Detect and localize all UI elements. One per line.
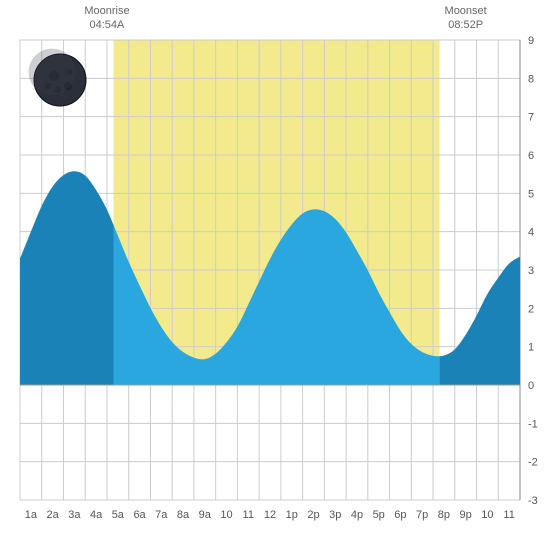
y-tick-label: 4 <box>528 227 534 239</box>
x-tick-label: 6a <box>133 509 146 521</box>
x-tick-label: 12 <box>264 509 276 521</box>
x-tick-label: 9a <box>199 509 212 521</box>
y-tick-label: -3 <box>528 495 538 507</box>
y-tick-label: -2 <box>528 457 538 469</box>
y-tick-label: 2 <box>528 303 534 315</box>
chart-svg: -3-2-101234567891a2a3a4a5a6a7a8a9a101112… <box>0 0 550 550</box>
x-tick-label: 1p <box>286 509 298 521</box>
y-tick-label: 0 <box>528 380 534 392</box>
tide-chart: Moonrise 04:54A Moonset 08:52P -3-2-1012… <box>0 0 550 550</box>
x-tick-label: 8p <box>438 509 450 521</box>
x-tick-label: 8a <box>177 509 190 521</box>
moonset-label: Moonset 08:52P <box>426 4 506 33</box>
x-tick-label: 3a <box>68 509 81 521</box>
x-tick-label: 10 <box>220 509 232 521</box>
moon-icon <box>29 49 86 106</box>
x-tick-label: 9p <box>460 509 472 521</box>
x-tick-label: 10 <box>481 509 493 521</box>
x-tick-label: 5a <box>112 509 125 521</box>
moonrise-label: Moonrise 04:54A <box>67 4 147 33</box>
y-tick-label: -1 <box>528 418 538 430</box>
y-tick-label: 8 <box>528 73 534 85</box>
x-tick-label: 2a <box>46 509 59 521</box>
x-tick-label: 3p <box>329 509 341 521</box>
y-tick-label: 9 <box>528 35 534 47</box>
y-tick-label: 1 <box>528 342 534 354</box>
x-tick-label: 7a <box>155 509 168 521</box>
moonset-time: 08:52P <box>448 19 483 31</box>
moonset-caption: Moonset <box>445 5 487 17</box>
x-tick-label: 5p <box>373 509 385 521</box>
x-tick-label: 4p <box>351 509 363 521</box>
x-tick-label: 7p <box>416 509 428 521</box>
y-tick-label: 6 <box>528 150 534 162</box>
y-tick-label: 3 <box>528 265 534 277</box>
x-tick-label: 11 <box>503 509 514 521</box>
moonrise-caption: Moonrise <box>84 5 129 17</box>
x-tick-label: 4a <box>90 509 103 521</box>
x-tick-label: 11 <box>243 509 254 521</box>
x-tick-label: 1a <box>25 509 38 521</box>
moonrise-time: 04:54A <box>90 19 125 31</box>
y-tick-label: 7 <box>528 112 534 124</box>
x-tick-label: 2p <box>307 509 319 521</box>
y-tick-label: 5 <box>528 188 534 200</box>
x-tick-label: 6p <box>394 509 406 521</box>
